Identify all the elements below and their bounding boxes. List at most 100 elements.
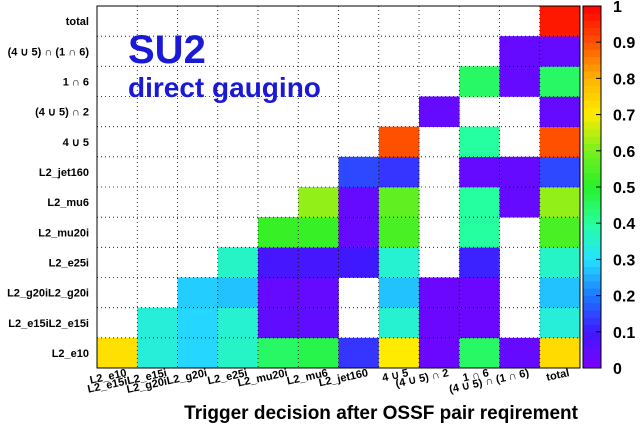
- heatmap-cell: [298, 277, 339, 308]
- heatmap-cell: [459, 307, 500, 339]
- heatmap-cell: [378, 247, 420, 278]
- heatmap-cell: [378, 277, 420, 308]
- heatmap-cell: [378, 187, 420, 218]
- y-tick-label: L2_jet160: [39, 167, 89, 179]
- colorbar-segment: [583, 281, 601, 289]
- heatmap-cell: [459, 126, 500, 158]
- colorbar-segment: [583, 230, 601, 239]
- heatmap-cell: [378, 126, 420, 158]
- heatmap-cell: [137, 307, 178, 339]
- x-tick-label: 4 ∪ 5: [381, 367, 409, 384]
- heatmap-cell: [499, 156, 541, 188]
- heatmap-cell: [338, 187, 380, 218]
- colorbar-tick-label: 0.9: [613, 35, 635, 52]
- heatmap-cell: [378, 337, 420, 369]
- colorbar-segment: [583, 194, 601, 202]
- x-tick-label: total: [545, 367, 570, 384]
- colorbar-segment: [583, 114, 601, 123]
- heatmap-cell: [539, 217, 581, 248]
- heatmap-cell: [539, 307, 581, 339]
- heatmap-cell: [539, 187, 581, 218]
- colorbar-segment: [583, 13, 601, 21]
- colorbar-segment: [583, 63, 601, 72]
- heatmap-cell: [298, 187, 339, 218]
- heatmap-cell: [338, 337, 380, 369]
- colorbar-segment: [583, 259, 601, 268]
- heatmap-cell: [217, 247, 259, 278]
- chart-subtitle: direct gaugino: [128, 72, 321, 103]
- heatmap-cell: [378, 307, 420, 339]
- heatmap-cell: [539, 277, 581, 308]
- heatmap-cell: [499, 36, 541, 67]
- colorbar-segment: [583, 150, 601, 159]
- colorbar-segment: [583, 187, 601, 195]
- heatmap-cell: [499, 337, 541, 369]
- heatmap-cell: [177, 307, 219, 339]
- colorbar-segment: [583, 273, 601, 282]
- colorbar-segment: [583, 34, 601, 43]
- colorbar-tick-label: 0.1: [613, 325, 635, 342]
- chart-title: SU2: [128, 28, 206, 72]
- y-tick-label: L2_e15iL2_e15i: [8, 318, 89, 330]
- colorbar-segment: [583, 215, 601, 224]
- colorbar-segment: [583, 56, 601, 65]
- colorbar-segment: [583, 71, 601, 79]
- heatmap-cell: [298, 307, 339, 339]
- heatmap-cell: [298, 247, 339, 278]
- heatmap-cell: [338, 217, 380, 248]
- colorbar-segment: [583, 360, 601, 369]
- colorbar-segment: [583, 339, 601, 347]
- colorbar-segment: [583, 237, 601, 246]
- heatmap-cell: [378, 217, 420, 248]
- heatmap-cell: [499, 66, 541, 97]
- heatmap-cell: [459, 156, 500, 188]
- colorbar-segment: [583, 143, 601, 152]
- colorbar-segment: [583, 346, 601, 354]
- heatmap-cell: [499, 187, 541, 218]
- heatmap-cell: [217, 307, 259, 339]
- x-tick-label: 1 ∩ 6: [462, 367, 490, 384]
- colorbar-segment: [583, 324, 601, 333]
- y-tick-labels: L2_e10 L2_e15iL2_e15i L2_g20iL2_g20i L2_e25…: [7, 16, 89, 360]
- heatmap-cell: [298, 217, 339, 248]
- colorbar-segment: [583, 266, 601, 275]
- colorbar-segment: [583, 208, 601, 217]
- heatmap-cell: [338, 247, 380, 278]
- colorbar-segment: [583, 27, 601, 36]
- heatmap-cell: [137, 337, 178, 369]
- y-tick-label: L2_mu20i: [38, 227, 89, 239]
- heatmap-cell: [217, 337, 259, 369]
- colorbar-tick-label: 1: [613, 0, 622, 16]
- heatmap-cell: [459, 187, 500, 218]
- colorbar-segment: [583, 244, 601, 253]
- heatmap-cell: [258, 337, 299, 369]
- heatmap-cell: [539, 156, 581, 188]
- colorbar-segment: [583, 295, 601, 304]
- colorbar-segment: [583, 136, 601, 144]
- colorbar-segment: [583, 288, 601, 296]
- colorbar-segment: [583, 85, 601, 94]
- colorbar-ticks: 0 0.1 0.2 0.3 0.4 0.5 0.6 0.7 0.8 0.9 1: [596, 0, 635, 378]
- colorbar-segment: [583, 252, 601, 260]
- x-axis-title: Trigger decision after OSSF pair reqirem…: [184, 403, 579, 424]
- heatmap-cell: [539, 96, 581, 127]
- heatmap-cell: [177, 337, 219, 369]
- colorbar-segment: [583, 317, 601, 325]
- y-tick-label: L2_g20iL2_g20i: [7, 288, 89, 300]
- colorbar-segment: [583, 6, 601, 14]
- heatmap-cell: [97, 337, 138, 369]
- colorbar-tick-label: 0.5: [613, 180, 635, 197]
- colorbar-segment: [583, 107, 601, 115]
- colorbar-segment: [583, 49, 601, 58]
- heatmap-cell: [419, 277, 460, 308]
- colorbar-segment: [583, 165, 601, 173]
- colorbar-segment: [583, 310, 601, 318]
- colorbar-tick-label: 0.4: [613, 216, 635, 233]
- heatmap-cell: [258, 307, 299, 339]
- colorbar-tick-label: 0.8: [613, 71, 635, 88]
- y-tick-label: L2_mu6: [47, 197, 89, 209]
- heatmap-cells: [97, 6, 581, 369]
- colorbar-segment: [583, 78, 601, 87]
- heatmap-cell: [419, 307, 460, 339]
